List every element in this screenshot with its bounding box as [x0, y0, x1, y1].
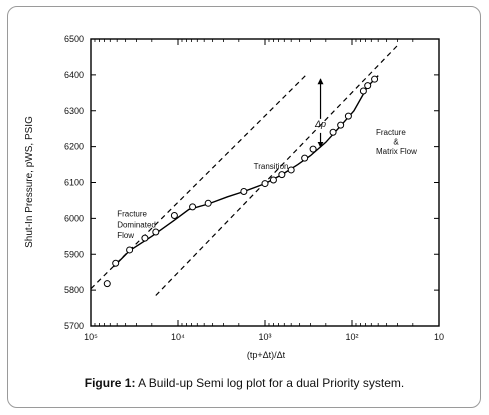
data-point: [364, 82, 372, 90]
data-point: [170, 212, 178, 220]
data-point: [126, 246, 134, 254]
y-tick-labels: 5700 5800 5900 6000 6100 6200 6300 6400 6500: [64, 34, 84, 331]
annotation-label: Flow: [117, 231, 134, 240]
dashed-line-2: [90, 72, 309, 290]
data-point: [103, 280, 111, 288]
data-point: [204, 199, 212, 207]
data-point: [141, 234, 149, 242]
annotation-label: Matrix Flow: [376, 147, 417, 156]
y-tick-label: 6000: [64, 213, 84, 223]
x-tick-label: 10³: [258, 332, 271, 342]
data-point: [269, 176, 277, 184]
data-point: [344, 112, 352, 120]
data-point: [240, 187, 248, 195]
data-point: [359, 87, 367, 95]
data-point: [329, 128, 337, 136]
figure-caption: Figure 1: A Build-up Semi log plot for a…: [0, 376, 489, 390]
chart-annotations: FractureDominatedFlowTransitionΔpFractur…: [117, 119, 417, 240]
annotation-label: Dominated: [117, 220, 156, 229]
build-up-semilog-chart: 5700 5800 5900 6000 6100 6200 6300 6400 6500 10⁵…: [24, 34, 444, 360]
y-tick-label: 6300: [64, 106, 84, 116]
annotation-label: Δp: [314, 119, 326, 129]
x-axis-label: (tp+Δt)/Δt: [247, 350, 286, 360]
data-point: [189, 203, 197, 211]
data-point: [112, 259, 120, 267]
y-tick-label: 5900: [64, 249, 84, 259]
y-tick-label: 6200: [64, 142, 84, 152]
data-point: [337, 121, 345, 129]
y-tick-label: 6500: [64, 34, 84, 44]
data-point: [278, 171, 286, 179]
data-point: [309, 145, 317, 153]
annotation-label: &: [393, 137, 399, 146]
x-tick-label: 10: [434, 332, 444, 342]
y-tick-label: 6100: [64, 178, 84, 188]
x-tick-label: 10²: [345, 332, 358, 342]
data-point: [301, 154, 309, 162]
annotation-label: Transition: [254, 162, 289, 171]
y-tick-label: 5800: [64, 285, 84, 295]
axis-ticks: [90, 38, 440, 327]
data-point: [152, 228, 160, 236]
y-tick-label: 5700: [64, 321, 84, 331]
x-tick-label: 10⁵: [84, 332, 98, 342]
annotation-label: Fracture: [376, 128, 406, 137]
caption-label: Figure 1:: [84, 376, 136, 390]
x-tick-label: 10⁴: [171, 332, 185, 342]
annotation-label: Fracture: [117, 210, 147, 219]
caption-text: A Build-up Semi log plot for a dual Prio…: [138, 376, 405, 390]
x-tick-labels: 10⁵ 10⁴ 10³ 10² 10: [84, 332, 444, 342]
data-points: [103, 75, 379, 288]
data-point: [261, 180, 269, 188]
y-tick-label: 6400: [64, 70, 84, 80]
data-point: [371, 75, 379, 83]
data-point: [287, 166, 295, 174]
y-axis-label: Shut-In Pressure, pWS, PSIG: [24, 116, 35, 248]
dashed-line-3: [155, 45, 398, 296]
